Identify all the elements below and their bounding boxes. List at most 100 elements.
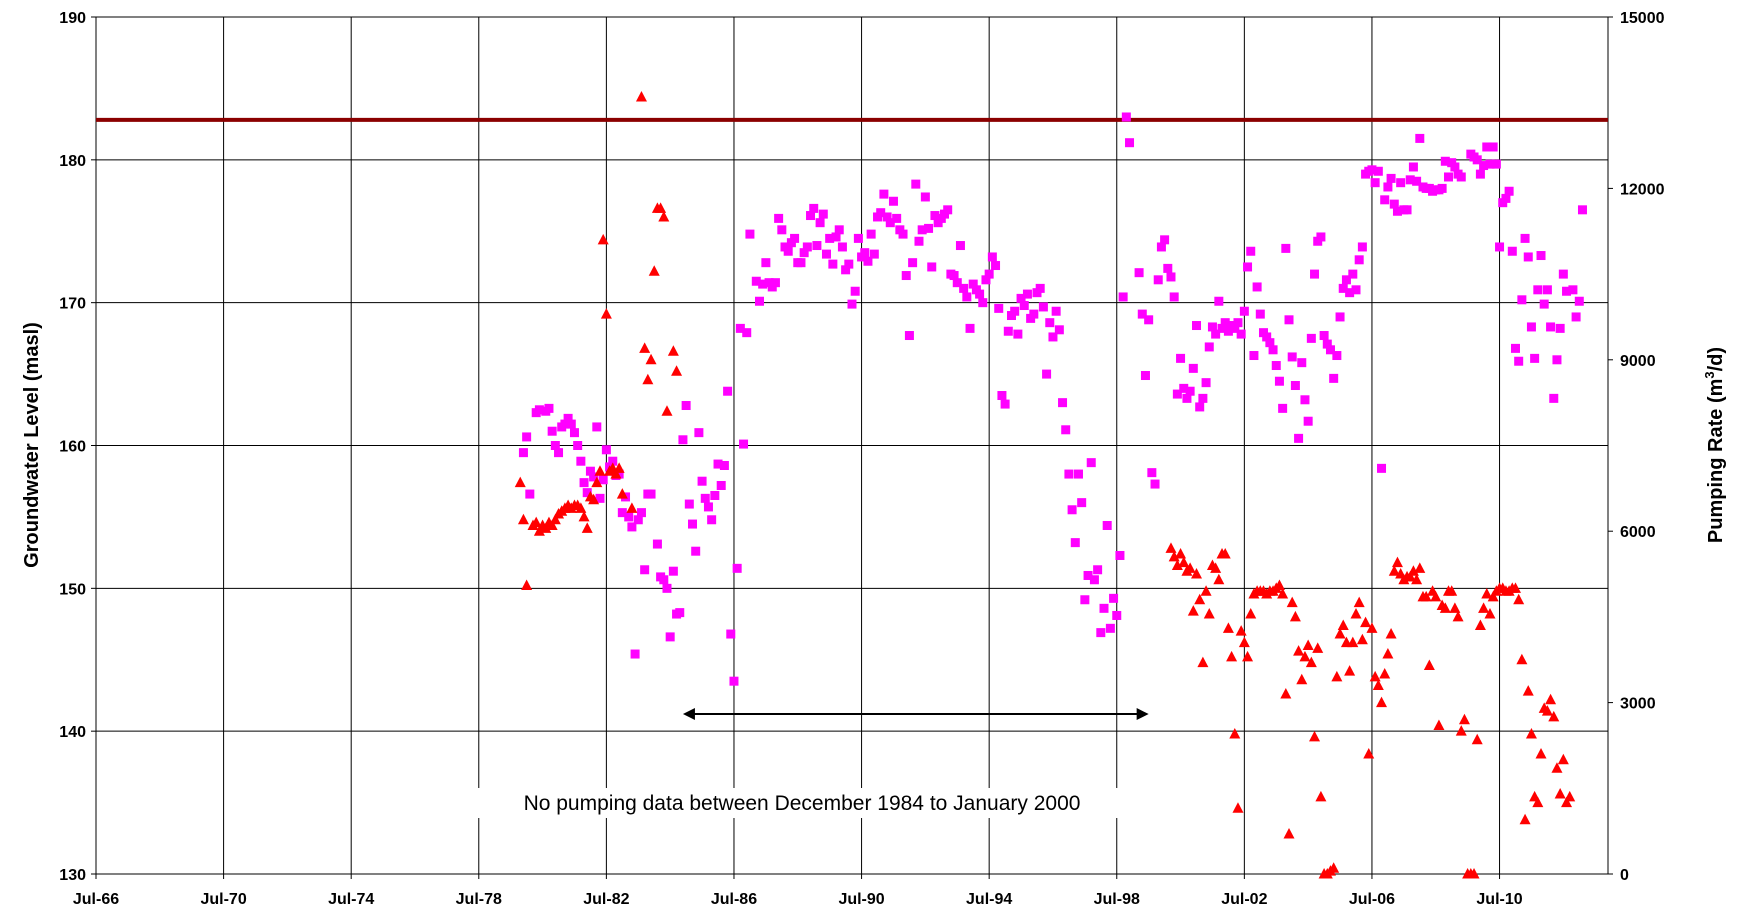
groundwater-point — [659, 575, 669, 585]
groundwater-point — [1029, 309, 1039, 319]
groundwater-point — [754, 296, 764, 306]
groundwater-point — [1482, 142, 1492, 152]
pumping-point — [1519, 813, 1531, 825]
groundwater-point — [1558, 269, 1568, 279]
x-tick-label: Jul-94 — [966, 891, 1012, 908]
pumping-point — [591, 476, 603, 488]
groundwater-point — [534, 405, 544, 415]
y2-tick-label: 3000 — [1620, 696, 1656, 713]
pumping-point — [1277, 588, 1289, 599]
pumping-point — [642, 373, 654, 385]
pumping-point — [1548, 710, 1560, 722]
pumping-point — [1474, 619, 1486, 630]
pumping-point — [661, 405, 673, 416]
groundwater-point — [636, 508, 646, 518]
groundwater-point — [1230, 323, 1240, 333]
groundwater-point — [1054, 325, 1064, 335]
pumping-point — [1554, 788, 1566, 799]
groundwater-point — [640, 565, 650, 575]
groundwater-point — [1013, 329, 1023, 339]
groundwater-point — [1109, 593, 1119, 603]
pumping-point — [1449, 602, 1461, 613]
groundwater-point — [828, 259, 838, 269]
pumping-point — [578, 510, 590, 522]
pumping-point — [1213, 573, 1225, 585]
groundwater-point — [554, 448, 564, 458]
groundwater-point — [563, 413, 573, 423]
pumping-point — [1385, 628, 1397, 639]
groundwater-point — [1335, 312, 1345, 322]
pumping-point — [1363, 748, 1375, 759]
pumping-point — [1194, 593, 1206, 605]
groundwater-point — [799, 248, 809, 258]
pumping-point — [1235, 625, 1247, 636]
pumping-point — [1414, 562, 1426, 573]
y-tick-label: 160 — [59, 439, 86, 456]
pumping-point — [575, 502, 587, 513]
groundwater-point — [876, 208, 886, 218]
pumping-point — [1229, 728, 1241, 739]
groundwater-point — [962, 292, 972, 302]
groundwater-point — [1061, 425, 1071, 435]
pumping-point — [1535, 748, 1547, 759]
groundwater-point — [1016, 293, 1026, 303]
pumping-point — [671, 365, 683, 376]
pumping-point — [1532, 796, 1544, 808]
groundwater-point — [812, 241, 822, 251]
pumping-point — [533, 525, 545, 536]
pumping-point — [1379, 668, 1391, 679]
pumping-point — [658, 210, 670, 222]
y2-axis-title-sup: 3 — [1702, 371, 1717, 378]
pumping-point — [1309, 730, 1321, 742]
groundwater-point — [1188, 363, 1198, 373]
groundwater-point — [1096, 628, 1106, 638]
pumping-point — [1187, 605, 1199, 616]
groundwater-point — [694, 428, 704, 438]
groundwater-point — [719, 460, 729, 470]
pumping-point — [1197, 656, 1209, 668]
groundwater-point — [1070, 538, 1080, 548]
groundwater-point — [1319, 331, 1329, 341]
groundwater-point — [1243, 262, 1253, 272]
groundwater-point — [892, 213, 902, 223]
pumping-point — [1356, 633, 1368, 645]
y-tick-label: 190 — [59, 10, 86, 27]
pumping-point — [616, 488, 628, 499]
pumping-point — [540, 522, 552, 533]
groundwater-point — [1329, 373, 1339, 383]
groundwater-point — [1341, 275, 1351, 285]
groundwater-point — [885, 218, 895, 228]
groundwater-point — [1042, 369, 1052, 379]
groundwater-point — [930, 211, 940, 221]
pumping-point — [1420, 590, 1432, 602]
pumping-point — [1232, 802, 1244, 813]
pumping-point — [1487, 590, 1499, 602]
groundwater-point — [863, 256, 873, 266]
groundwater-point — [1539, 299, 1549, 309]
groundwater-point — [1281, 243, 1291, 253]
groundwater-point — [1214, 296, 1224, 306]
pumping-point — [1302, 639, 1314, 650]
pumping-point — [1328, 862, 1340, 873]
groundwater-point — [627, 522, 637, 532]
x-axis: Jul-66 Jul-70 Jul-74 Jul-78 Jul-82 Jul-86 Jul-… — [73, 874, 1523, 908]
groundwater-point — [1217, 323, 1227, 333]
groundwater-point — [1233, 318, 1243, 328]
groundwater-point — [888, 196, 898, 206]
groundwater-point — [1156, 242, 1166, 252]
groundwater-point — [1236, 329, 1246, 339]
groundwater-point — [984, 269, 994, 279]
groundwater-point — [675, 608, 685, 618]
pumping-point — [639, 342, 651, 353]
groundwater-point — [1262, 332, 1272, 342]
pumping-point — [1404, 570, 1416, 582]
groundwater-point — [1351, 285, 1361, 295]
pumping-point — [1366, 622, 1378, 633]
groundwater-point — [1201, 378, 1211, 388]
groundwater-point — [617, 508, 627, 518]
groundwater-point — [1546, 322, 1556, 332]
pumping-point — [1331, 670, 1343, 682]
pumping-point — [1471, 733, 1483, 745]
x-tick-label: Jul-74 — [328, 891, 374, 908]
